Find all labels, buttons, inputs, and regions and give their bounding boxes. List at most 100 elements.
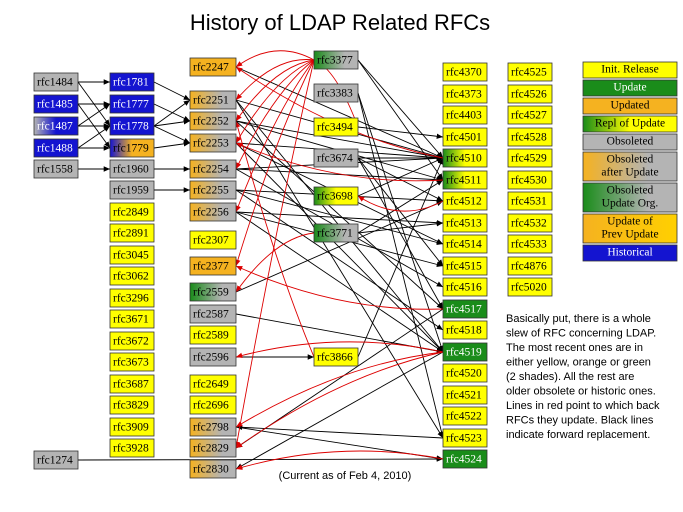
node-box: [189, 459, 237, 479]
replacement-arrow: [153, 141, 191, 149]
node-label: rfc2849: [113, 207, 149, 219]
node-label: rfc4515: [446, 261, 482, 273]
node-label: rfc1274: [37, 455, 73, 467]
node-box: [109, 202, 155, 222]
node-box: [189, 304, 237, 324]
node-label: rfc4532: [511, 218, 547, 230]
replacement-arrow: [77, 456, 444, 462]
node-box: [313, 50, 359, 70]
node-label: rfc2891: [113, 228, 149, 240]
replacement-arrow: [357, 157, 444, 358]
update-arrow: [235, 265, 444, 310]
node-box: [189, 57, 237, 77]
node-label: rfc2696: [193, 400, 229, 412]
legend: Init. Release Update Updated Repl of Update…: [582, 61, 678, 262]
node-label: rfc4370: [446, 67, 482, 79]
node-box: [442, 234, 488, 254]
node-label: rfc2559: [193, 287, 229, 299]
update-arrow: [235, 351, 444, 449]
node-box: [442, 449, 488, 469]
update-arrow: [235, 59, 315, 213]
node-box: [442, 406, 488, 426]
node-box: [109, 438, 155, 458]
node-label: rfc2251: [193, 95, 229, 107]
update-arrow: [235, 59, 315, 122]
node-box: [109, 180, 155, 200]
node-box: [313, 148, 359, 168]
legend-box: [582, 244, 678, 262]
node-box: [507, 191, 553, 211]
node-label: rfc3928: [113, 443, 149, 455]
update-arrow: [235, 341, 444, 358]
node-box: [442, 342, 488, 362]
legend-box: [582, 213, 678, 244]
replacement-arrow: [357, 157, 444, 197]
node-box: [189, 325, 237, 345]
legend-box: [582, 97, 678, 115]
node-box: [442, 277, 488, 297]
legend-label: Update Org.: [602, 198, 659, 210]
node-label: rfc1960: [113, 164, 149, 176]
node-label: rfc3296: [113, 293, 149, 305]
node-label: rfc3687: [113, 379, 149, 391]
node-box: [442, 127, 488, 147]
node-box: [507, 234, 553, 254]
node-label: rfc4519: [446, 347, 482, 359]
replacement-arrow: [235, 168, 444, 183]
legend-box: [582, 182, 678, 213]
node-label: rfc3671: [113, 314, 149, 326]
node-label: rfc4373: [446, 89, 482, 101]
description-line: older obsolete or historic ones.: [506, 386, 656, 398]
node-label: rfc3698: [317, 191, 353, 203]
node-box: [33, 72, 79, 92]
replacement-arrow: [357, 157, 444, 202]
description-line: (2 shades). All the rest are: [506, 371, 634, 383]
replacement-arrow: [235, 211, 444, 226]
node-label: rfc4403: [446, 110, 482, 122]
replacement-arrow: [357, 221, 444, 234]
node-box: [33, 450, 79, 470]
replacement-arrow: [235, 189, 444, 331]
node-label: rfc4510: [446, 153, 482, 165]
node-label: rfc3383: [317, 88, 353, 100]
node-box: [313, 223, 359, 243]
legend-label: Updated: [611, 100, 650, 112]
replacement-arrow: [77, 103, 111, 127]
update-arrow: [235, 450, 444, 470]
node-box: [507, 62, 553, 82]
node-box: [189, 202, 237, 222]
legend-box: [582, 133, 678, 151]
node-label: rfc1779: [113, 143, 149, 155]
node-box: [189, 90, 237, 110]
node-box: [189, 256, 237, 276]
description-line: slew of RFC concerning LDAP.: [506, 328, 656, 340]
node-label: rfc4533: [511, 239, 547, 251]
node-label: rfc1777: [113, 99, 149, 111]
node-label: rfc2377: [193, 261, 229, 273]
update-arrow: [235, 50, 315, 68]
node-box: [507, 256, 553, 276]
node-label: rfc4512: [446, 196, 482, 208]
node-box: [109, 223, 155, 243]
node-box: [189, 417, 237, 437]
replacement-arrow: [235, 200, 444, 293]
node-label: rfc5020: [511, 282, 547, 294]
node-label: rfc4518: [446, 325, 482, 337]
node-label: rfc2589: [193, 330, 229, 342]
node-label: rfc4511: [446, 175, 482, 187]
node-box: [507, 213, 553, 233]
node-label: rfc1487: [37, 121, 73, 133]
node-box: [109, 417, 155, 437]
node-box: [442, 105, 488, 125]
node-box: [33, 138, 79, 158]
update-arrow: [235, 59, 315, 267]
replacement-arrow: [153, 119, 191, 127]
node-label: rfc1558: [37, 164, 73, 176]
node-box: [33, 159, 79, 179]
node-box: [442, 84, 488, 104]
node-box: [33, 116, 79, 136]
node-label: rfc4522: [446, 411, 482, 423]
